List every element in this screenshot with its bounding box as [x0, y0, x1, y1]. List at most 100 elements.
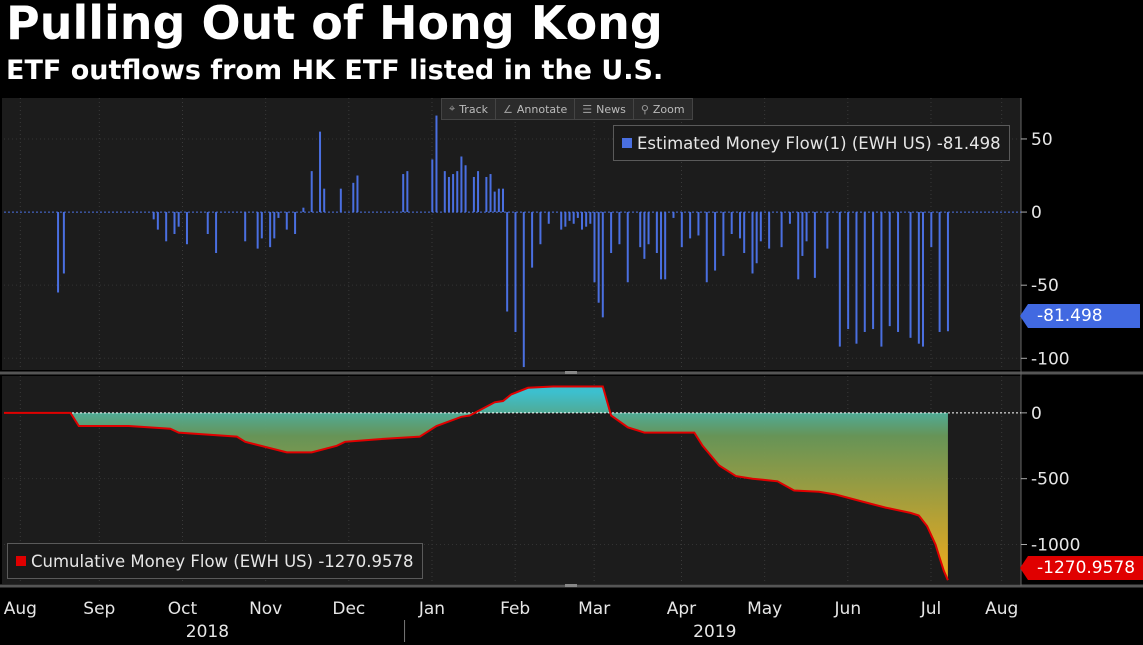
month-label-10: Jun — [834, 599, 862, 619]
bar-43 — [514, 212, 517, 332]
bar-53 — [581, 212, 584, 230]
news-tool[interactable]: ☰ News — [575, 99, 634, 119]
month-label-8: Apr — [667, 599, 696, 619]
bar-21 — [323, 188, 326, 213]
y-axis-top: 50 0 -50 -100 — [1021, 130, 1070, 369]
legend-money-flow-label: Estimated Money Flow(1) (EWH US) -81.498 — [637, 133, 1001, 153]
bar-72 — [705, 212, 708, 283]
month-label-5: Jan — [418, 599, 445, 619]
bar-2 — [152, 212, 155, 220]
bar-63 — [643, 212, 646, 259]
month-label-1: Sep — [83, 599, 115, 619]
bar-54 — [585, 212, 588, 227]
bar-23 — [352, 182, 355, 213]
bar-96 — [897, 212, 900, 332]
chart-title: Pulling Out of Hong Kong — [6, 0, 663, 50]
bar-61 — [626, 212, 629, 283]
bar-28 — [435, 115, 438, 213]
bar-35 — [472, 176, 475, 213]
crosshair-icon: ⌖ — [449, 102, 456, 115]
bar-78 — [751, 212, 754, 274]
bar-46 — [539, 212, 542, 245]
bar-62 — [639, 212, 642, 248]
month-label-4: Dec — [332, 599, 365, 619]
magnifier-icon: ⚲ — [640, 102, 649, 116]
legend-swatch-blue — [622, 138, 632, 148]
bar-64 — [647, 212, 650, 245]
legend-cumulative-label: Cumulative Money Flow (EWH US) -1270.957… — [31, 551, 414, 571]
bar-97 — [909, 212, 912, 338]
ytick-bottom-label-2: -1000 — [1031, 536, 1080, 556]
bar-41 — [502, 188, 504, 213]
ytick-bottom-label-1: -500 — [1031, 470, 1070, 490]
bar-58 — [601, 212, 604, 318]
cumulative-line — [4, 385, 949, 581]
bar-88 — [826, 212, 829, 249]
annotate-tool[interactable]: ∠ Annotate — [496, 99, 576, 119]
bar-0 — [57, 212, 60, 293]
bar-100 — [930, 212, 933, 248]
legend-cumulative[interactable]: Cumulative Money Flow (EWH US) -1270.957… — [7, 543, 423, 579]
bar-1 — [62, 212, 65, 274]
bar-68 — [672, 212, 675, 218]
bar-19 — [310, 171, 313, 213]
bar-29 — [443, 171, 446, 213]
bar-77 — [743, 212, 746, 254]
zoom-tool[interactable]: ⚲ Zoom — [634, 99, 692, 119]
money-flow-bars — [57, 115, 949, 368]
bar-70 — [689, 212, 692, 239]
last-value-badge-money-flow: -81.498 — [1020, 304, 1140, 328]
bar-37 — [485, 176, 488, 213]
bar-56 — [593, 212, 596, 283]
bar-93 — [872, 212, 875, 330]
zoom-label: Zoom — [652, 102, 685, 116]
bar-75 — [730, 212, 733, 234]
bar-84 — [797, 212, 800, 280]
bar-47 — [547, 212, 550, 224]
panel-separator-handle — [565, 371, 577, 374]
ytick-bottom-label-0: 0 — [1031, 404, 1042, 424]
bar-80 — [759, 212, 762, 242]
bar-33 — [460, 156, 463, 213]
bar-10 — [244, 212, 247, 242]
bar-3 — [156, 212, 159, 230]
bar-17 — [294, 212, 297, 234]
month-label-3: Nov — [249, 599, 282, 619]
bar-48 — [560, 212, 563, 230]
bar-7 — [185, 212, 188, 245]
bar-12 — [260, 212, 263, 239]
bar-82 — [780, 212, 783, 248]
cumulative-area — [4, 386, 948, 581]
bar-34 — [464, 165, 467, 213]
month-label-6: Feb — [500, 599, 530, 619]
bar-51 — [572, 212, 575, 224]
bar-6 — [177, 212, 180, 227]
last-value-badge-cumulative: -1270.9578 — [1020, 556, 1143, 580]
bar-90 — [847, 212, 850, 330]
bar-66 — [660, 212, 663, 280]
x-axis: Aug Sep Oct Nov Dec Jan Feb Mar Apr May Jun Jul Aug 2… — [4, 599, 1018, 642]
bar-79 — [755, 212, 758, 264]
bar-49 — [564, 212, 567, 227]
bar-55 — [589, 212, 592, 224]
bar-83 — [788, 212, 791, 224]
bar-92 — [863, 212, 866, 332]
bar-14 — [273, 212, 276, 239]
bar-8 — [206, 212, 209, 234]
month-label-9: May — [747, 599, 782, 619]
legend-money-flow[interactable]: Estimated Money Flow(1) (EWH US) -81.498 — [613, 125, 1010, 161]
bar-102 — [946, 212, 949, 332]
bar-86 — [805, 212, 808, 242]
ytick-top-label-3: -100 — [1031, 349, 1070, 369]
bar-98 — [917, 212, 920, 344]
month-label-7: Mar — [578, 599, 610, 619]
track-tool[interactable]: ⌖ Track — [442, 99, 496, 119]
annotate-label: Annotate — [516, 102, 568, 116]
legend-swatch-red — [16, 556, 26, 566]
bar-11 — [256, 212, 259, 249]
bar-74 — [722, 212, 725, 256]
chart-subtitle: ETF outflows from HK ETF listed in the U… — [6, 55, 664, 86]
bar-91 — [855, 212, 858, 344]
bar-94 — [880, 212, 883, 347]
bar-25 — [402, 174, 405, 213]
